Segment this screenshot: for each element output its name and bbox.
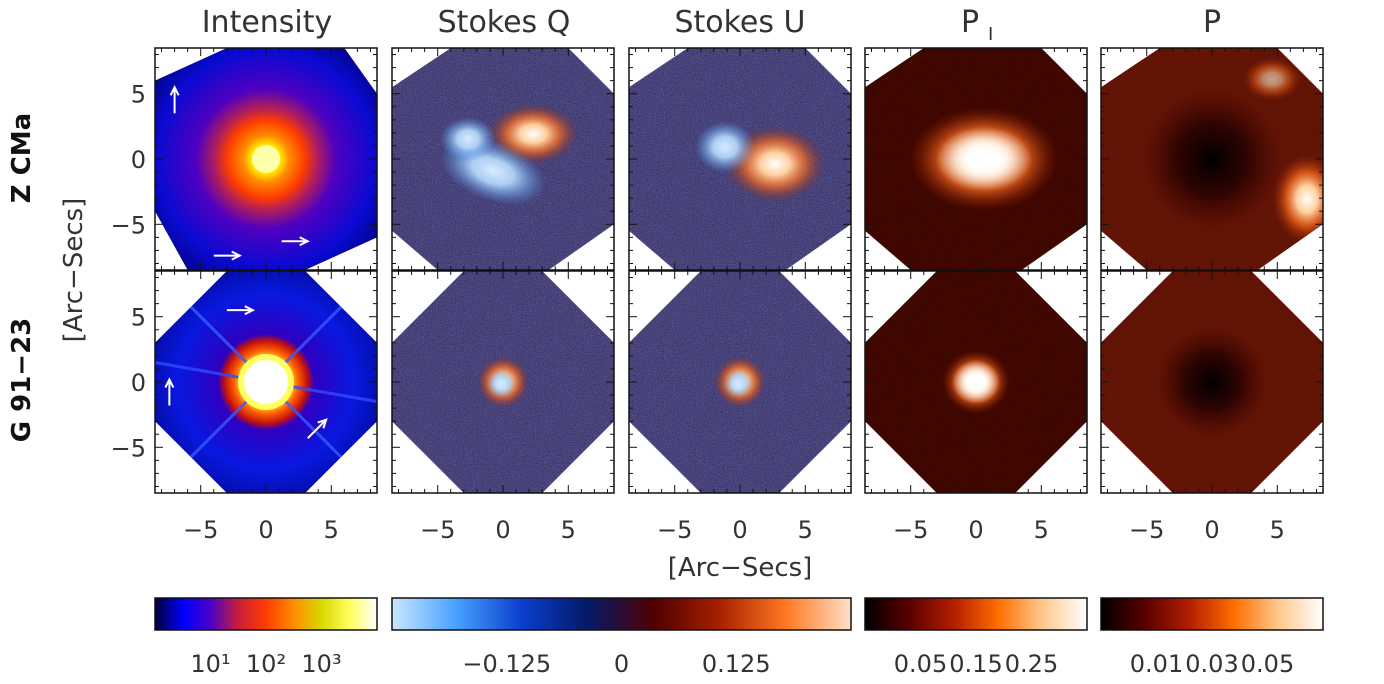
low-polarization-center — [1157, 327, 1267, 437]
panel-pi-row1 — [864, 47, 1088, 271]
colorbar-stokes-label: 0.125 — [702, 650, 771, 678]
col-title-pi-subscript: I — [988, 24, 993, 45]
colorbar-stokes-label: 0 — [614, 650, 629, 678]
arrow-marker — [307, 418, 328, 439]
high-polarization-edge — [1272, 154, 1323, 244]
colorbar-p — [1100, 597, 1324, 631]
x-tick-label: 0 — [258, 516, 273, 544]
col-title-stokes-q: Stokes Q — [438, 5, 571, 40]
negative-lobe — [724, 370, 752, 398]
feature-arrows — [164, 85, 328, 439]
arrow-marker — [213, 250, 243, 261]
panel-intensity-row2 — [154, 270, 378, 494]
x-tick-label: −5 — [893, 516, 928, 544]
x-tick-label: −5 — [657, 516, 692, 544]
x-tick-label: 0 — [1204, 516, 1219, 544]
colorbar-intensity-label: 10² — [246, 650, 286, 678]
y-axis-label: [Arc−Secs] — [59, 198, 89, 343]
x-tick-label: 0 — [968, 516, 983, 544]
arrow-marker — [281, 236, 310, 247]
colorbar-p-label: 0.01 — [1130, 650, 1183, 678]
star-core-center — [244, 360, 288, 404]
colorbar-p-label: 0.03 — [1185, 650, 1238, 678]
arrow-marker — [226, 305, 256, 316]
y-tick-label: −5 — [111, 434, 146, 462]
y-tick-label: 5 — [131, 81, 146, 109]
y-tick-label: −5 — [111, 211, 146, 239]
panel-grid — [154, 47, 1324, 494]
x-tick-label: 0 — [495, 516, 510, 544]
colorbar-intensity-label: 10³ — [301, 650, 341, 678]
y-tick-label: 5 — [131, 304, 146, 332]
panel-stokes-u-row2 — [628, 270, 852, 494]
arrow-marker — [164, 377, 175, 406]
colorbar-stokes-label: −0.125 — [462, 650, 551, 678]
arrow-marker — [169, 85, 180, 114]
colorbar-intensity — [154, 597, 378, 631]
negative-lobe — [487, 370, 515, 398]
x-tick-label: −5 — [183, 516, 218, 544]
y-tick-label: 0 — [131, 369, 146, 397]
x-axis-label: [Arc−Secs] — [668, 553, 813, 583]
x-tick-label: 5 — [1034, 516, 1049, 544]
panel-p-row1 — [1100, 47, 1324, 271]
panel-p-row2 — [1100, 270, 1324, 494]
colorbar-tick-labels: 10¹ 10² 10³ −0.125 0 0.125 0.05 0.15 0.25 0.01 0.0… — [190, 650, 1294, 678]
tick-labels: −5 0 5 −5 0 5 −5 0 5 −5 0 5 −5 0 5 5 0 −5 5 0 −5 — [111, 81, 1285, 544]
row-label-z-cma: Z CMa — [7, 113, 37, 203]
x-tick-label: 5 — [798, 516, 813, 544]
polarized-flux-core — [936, 127, 1032, 191]
col-title-pi: P — [961, 5, 979, 40]
x-tick-label: 0 — [732, 516, 747, 544]
panel-stokes-u-row1 — [628, 47, 852, 271]
x-tick-label: 5 — [1270, 516, 1285, 544]
x-tick-label: 5 — [324, 516, 339, 544]
colorbars — [154, 597, 1324, 631]
x-tick-label: 5 — [561, 516, 576, 544]
row-label-g91-23: G 91−23 — [7, 318, 37, 443]
colorbar-pi — [864, 597, 1088, 631]
col-title-stokes-u: Stokes U — [674, 5, 805, 40]
y-tick-label: 0 — [131, 146, 146, 174]
colorbar-pi-label: 0.25 — [1005, 650, 1058, 678]
x-tick-label: −5 — [1129, 516, 1164, 544]
panel-stokes-q-row1 — [391, 47, 615, 271]
panel-pi-row2 — [864, 270, 1088, 494]
low-polarization-center — [1142, 89, 1282, 229]
panel-intensity-row1 — [154, 47, 378, 271]
negative-lobe — [695, 121, 755, 173]
col-title-intensity: Intensity — [202, 5, 333, 40]
colorbar-intensity-label: 10¹ — [190, 650, 230, 678]
negative-lobe — [440, 117, 496, 161]
x-tick-label: −5 — [420, 516, 455, 544]
colorbar-stokes — [391, 597, 852, 631]
high-polarization-edge — [1242, 57, 1302, 101]
colorbar-pi-label: 0.05 — [894, 650, 947, 678]
star-core — [252, 145, 280, 173]
col-title-p: P — [1203, 5, 1221, 40]
colorbar-p-label: 0.05 — [1241, 650, 1294, 678]
polarized-flux-core — [952, 360, 1000, 404]
panel-stokes-q-row2 — [391, 270, 615, 494]
colorbar-pi-label: 0.15 — [949, 650, 1002, 678]
